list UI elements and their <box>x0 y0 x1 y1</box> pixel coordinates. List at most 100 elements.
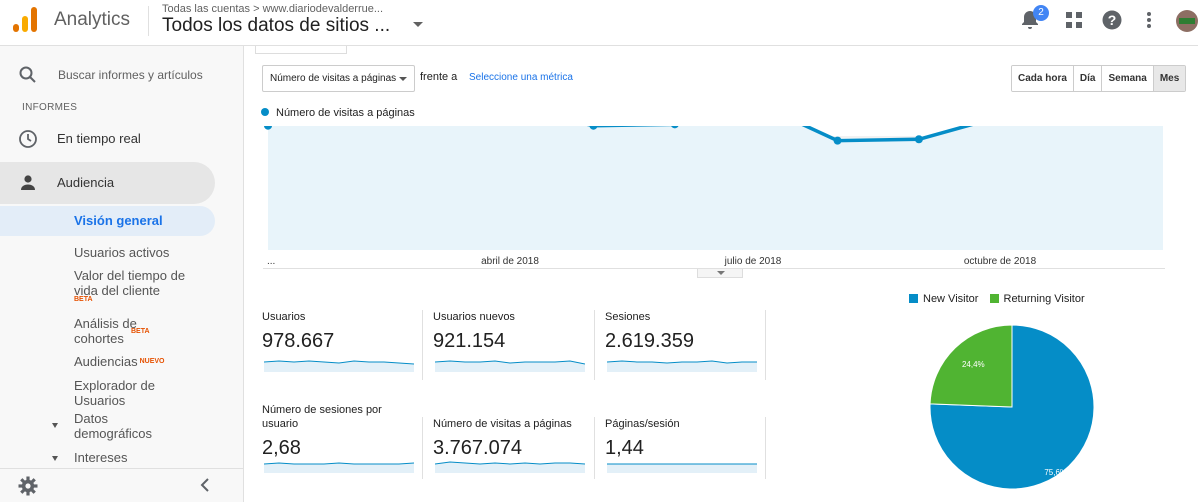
clock-icon <box>19 130 37 148</box>
stat-value: 1,44 <box>605 437 644 459</box>
legend-swatch-icon <box>909 294 918 303</box>
nav-label-realtime: En tiempo real <box>57 131 141 146</box>
sub-item-active-users[interactable]: Usuarios activos <box>74 245 170 260</box>
chart-data-point[interactable] <box>833 136 842 145</box>
stat-value: 2,68 <box>262 437 301 459</box>
chevron-down-icon[interactable] <box>413 22 423 27</box>
x-tick-label: octubre de 2018 <box>964 256 1037 266</box>
stat-label: Número de sesiones por usuario <box>262 404 382 430</box>
select-metric-link[interactable]: Seleccione una métrica <box>469 72 573 83</box>
pie-legend-label: Returning Visitor <box>1003 293 1085 305</box>
metric-select[interactable]: Número de visitas a páginas <box>262 65 415 92</box>
sub-label-audiences: Audiencias <box>74 354 138 369</box>
chart-data-point[interactable] <box>589 126 598 130</box>
sub-item-interests[interactable]: Intereses <box>74 450 128 465</box>
sub-label-cohorts: Análisis de cohortes <box>74 316 137 346</box>
pie-slice[interactable] <box>929 324 1013 408</box>
stat-divider <box>422 310 423 380</box>
chart-data-point[interactable] <box>671 126 679 129</box>
more-vert-icon[interactable] <box>1137 8 1161 32</box>
stat-value: 2.619.359 <box>605 330 694 352</box>
stat-divider <box>422 417 423 479</box>
pie-legend-new[interactable]: New Visitor <box>909 293 978 305</box>
search-input[interactable]: Buscar informes y artículos <box>58 68 203 82</box>
report-tab[interactable] <box>255 46 347 54</box>
stat-pageviews[interactable]: Número de visitas a páginas 3.767.074 <box>433 417 593 489</box>
chart-collapse-handle[interactable] <box>697 269 743 278</box>
sparkline <box>264 360 414 372</box>
analytics-logo-icon[interactable] <box>12 6 38 34</box>
gear-icon[interactable] <box>18 476 38 496</box>
period-month-button[interactable]: Mes <box>1153 66 1186 91</box>
x-tick-label: abril de 2018 <box>481 256 539 266</box>
pie-slice-label: 24,4% <box>962 360 985 369</box>
beta-tag-cohorts: BETA <box>131 328 150 335</box>
chevron-left-icon[interactable] <box>200 478 210 492</box>
avatar[interactable] <box>1176 10 1198 32</box>
stat-label: Usuarios <box>262 311 306 323</box>
period-week-button[interactable]: Semana <box>1102 66 1154 91</box>
nav-item-realtime[interactable]: En tiempo real <box>0 118 215 160</box>
period-toggle: Cada hora Día Semana Mes <box>1011 65 1187 92</box>
stat-divider <box>765 310 766 380</box>
sub-label-ltv: Valor del tiempo de vida del cliente <box>74 268 186 298</box>
chart-legend-label: Número de visitas a páginas <box>276 107 415 119</box>
stat-value: 978.667 <box>262 330 335 352</box>
section-label-informes: INFORMES <box>22 102 78 113</box>
help-icon[interactable]: ? <box>1100 8 1124 32</box>
main-content: Número de visitas a páginas frente a Sel… <box>245 46 1198 502</box>
search-reports[interactable]: Buscar informes y artículos <box>0 56 244 92</box>
nav-item-audience[interactable]: Audiencia <box>0 162 215 204</box>
sparkline <box>607 360 757 372</box>
stat-label: Número de visitas a páginas <box>433 418 572 430</box>
stat-users[interactable]: Usuarios 978.667 <box>262 310 422 382</box>
chart-divider <box>263 268 1165 269</box>
stat-divider <box>594 310 595 380</box>
beta-tag-ltv: BETA <box>74 296 93 303</box>
new-tag-audiences: NUEVO <box>139 358 165 365</box>
pie-slice-label: 75,6% <box>1044 468 1067 477</box>
sub-item-ltv[interactable]: Valor del tiempo de vida del cliente <box>74 268 194 298</box>
sparkline <box>264 462 414 473</box>
view-selector-title[interactable]: Todos los datos de sitios ... <box>162 15 391 36</box>
sub-item-user-explorer[interactable]: Explorador de Usuarios <box>74 378 155 408</box>
svg-text:?: ? <box>1108 12 1117 28</box>
chevron-down-icon[interactable] <box>52 423 58 428</box>
stat-value: 921.154 <box>433 330 506 352</box>
legend-swatch-icon <box>989 294 999 303</box>
search-icon <box>19 66 36 83</box>
stat-new-users[interactable]: Usuarios nuevos 921.154 <box>433 310 593 382</box>
stat-label: Páginas/sesión <box>605 418 680 430</box>
chevron-down-icon[interactable] <box>52 456 58 461</box>
apps-icon[interactable] <box>1062 8 1086 32</box>
stat-sessions[interactable]: Sesiones 2.619.359 <box>605 310 765 382</box>
pie-legend-label: New Visitor <box>923 293 979 305</box>
pie-legend: New Visitor Returning Visitor <box>909 293 1085 305</box>
header-divider <box>148 6 149 36</box>
person-icon <box>21 175 35 190</box>
x-tick-label: julio de 2018 <box>724 256 782 266</box>
sub-item-cohorts[interactable]: Análisis de cohortes <box>74 316 144 346</box>
sidebar-footer <box>0 468 244 502</box>
chevron-down-icon <box>399 77 407 81</box>
period-day-button[interactable]: Día <box>1073 66 1103 91</box>
metric-select-value: Número de visitas a páginas <box>270 73 397 84</box>
x-tick-label: ... <box>267 256 275 266</box>
sub-item-demographics[interactable]: Datos demográficos <box>74 411 153 441</box>
sparkline <box>435 461 585 473</box>
pie-legend-returning[interactable]: Returning Visitor <box>989 293 1085 305</box>
sub-item-audiences[interactable]: Audiencias NUEVO <box>74 354 165 369</box>
chart-data-point[interactable] <box>914 135 923 144</box>
pie-chart: 75,6% 24,4% <box>929 324 1095 490</box>
stat-sessions-per-user[interactable]: Número de sesiones por usuario 2,68 <box>262 403 422 475</box>
stat-pages-per-session[interactable]: Páginas/sesión 1,44 <box>605 417 765 489</box>
sub-item-overview[interactable]: Visión general <box>0 206 215 236</box>
breadcrumb[interactable]: Todas las cuentas > www.diariodevalderru… <box>162 3 384 15</box>
period-hourly-button[interactable]: Cada hora <box>1012 66 1074 91</box>
sparkline <box>607 463 757 473</box>
sub-label-overview: Visión general <box>74 213 163 228</box>
chart-data-point[interactable] <box>264 126 272 130</box>
chevron-down-icon <box>717 271 725 275</box>
stat-label: Usuarios nuevos <box>433 311 515 323</box>
